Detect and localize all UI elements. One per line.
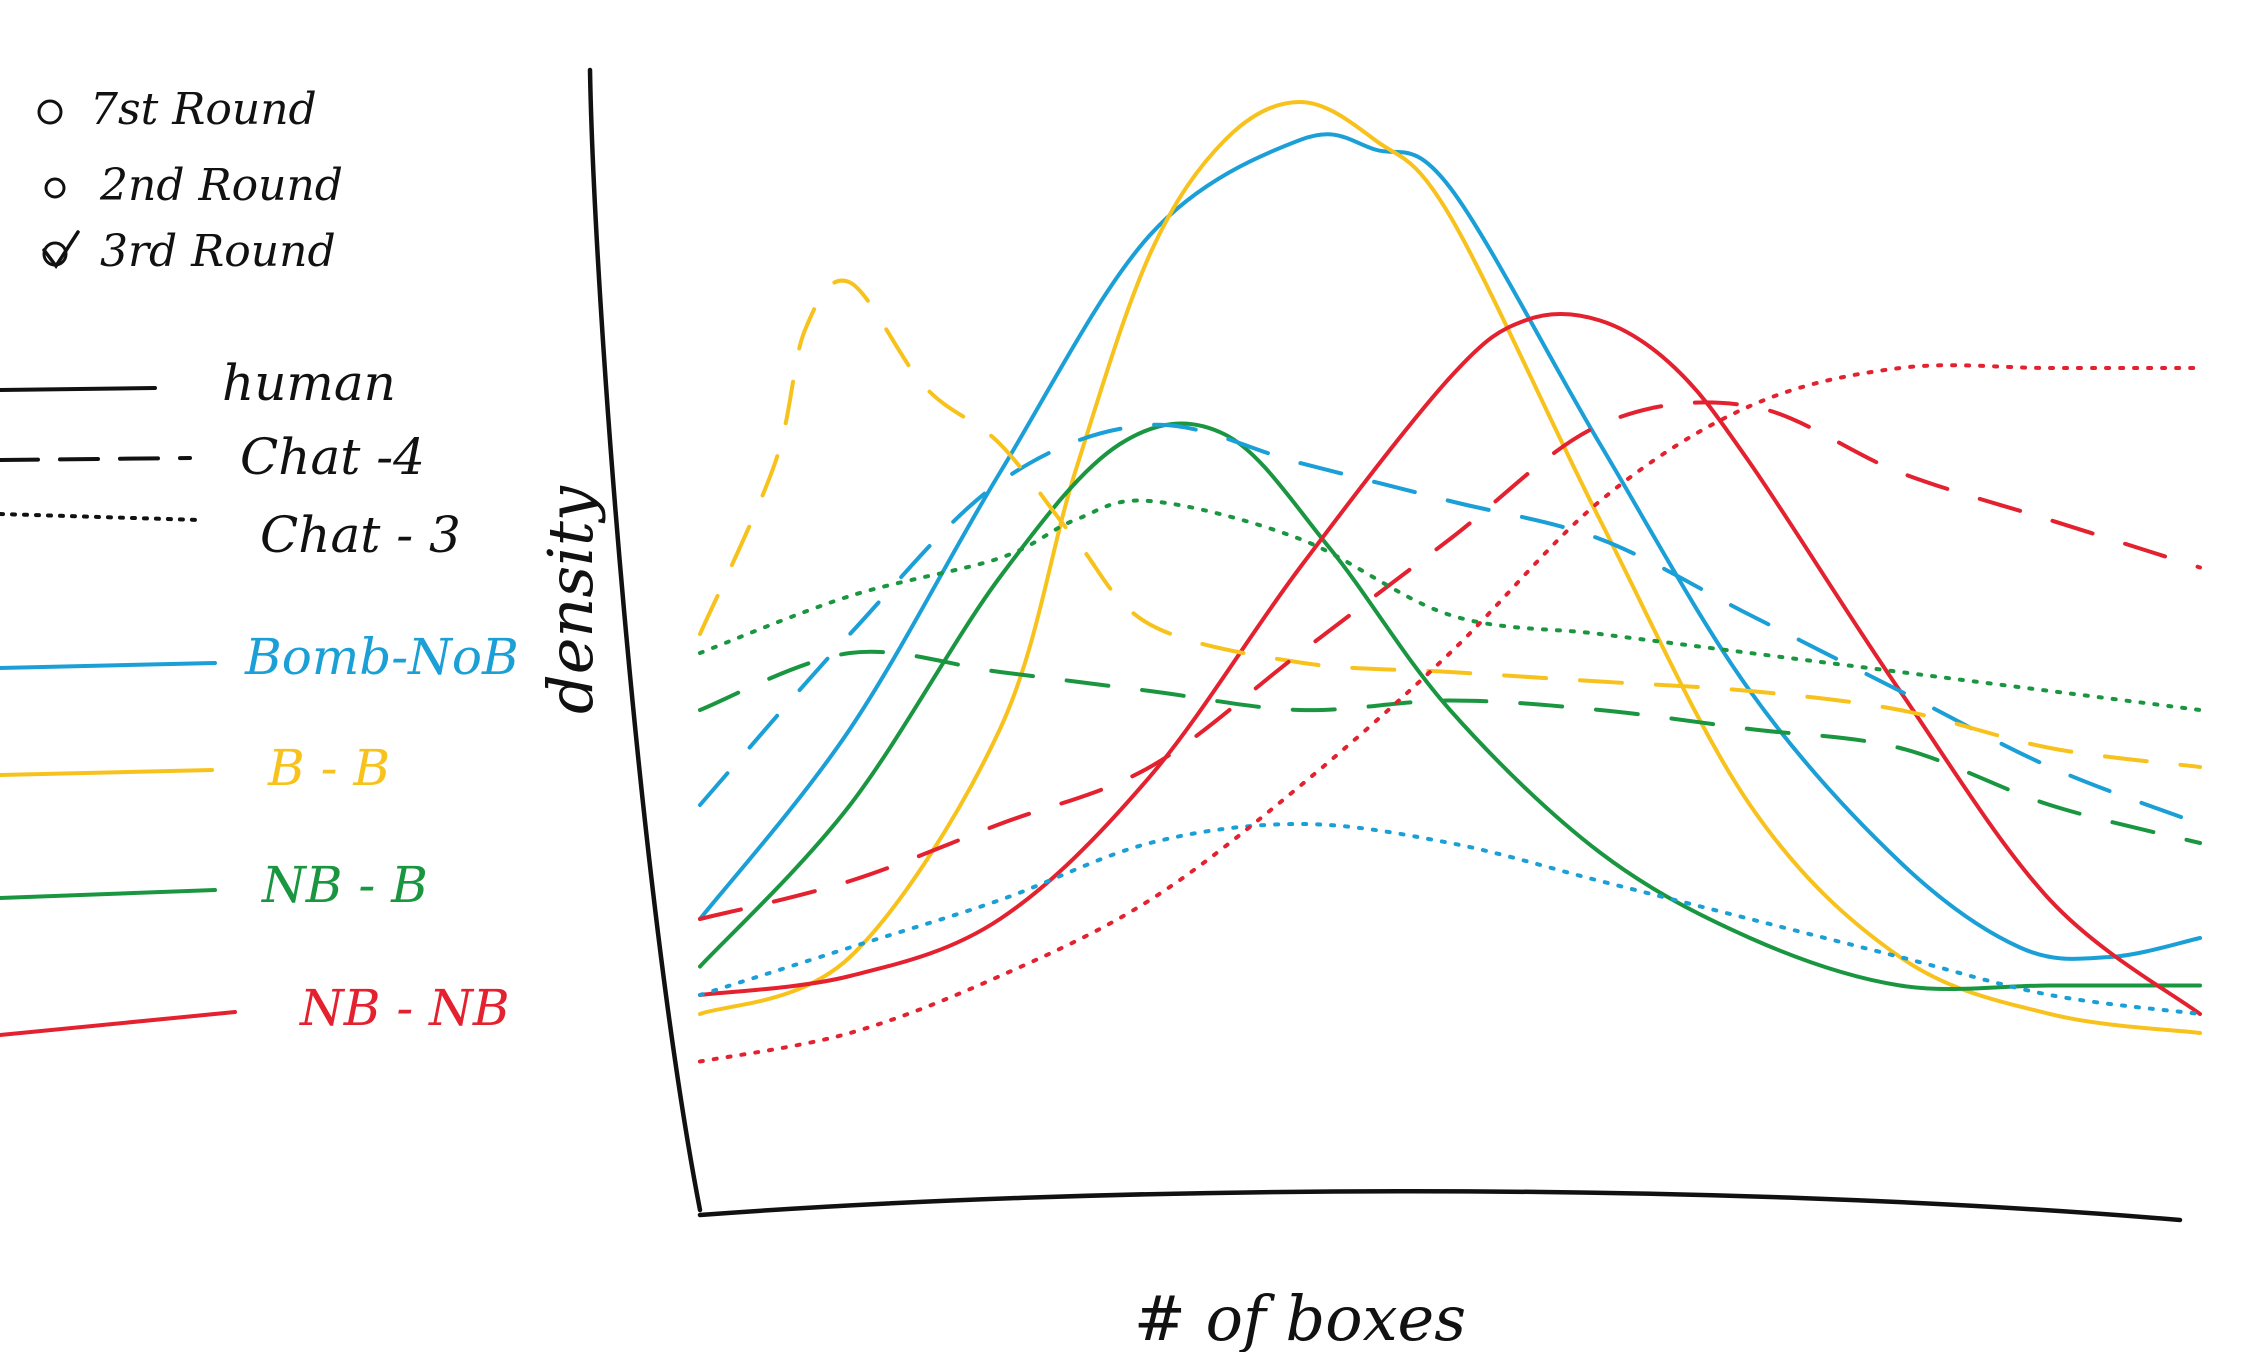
- legend-b-b-label: B - B: [267, 739, 390, 797]
- round-3-label: 3rd Round: [100, 226, 336, 277]
- y-axis-line: [587, 67, 703, 1213]
- rounds-legend: 7st Round 2nd Round 3rd Round: [37, 84, 343, 277]
- y-axis-label: density: [534, 485, 607, 714]
- legend-chat3-swatch: [0, 512, 202, 522]
- series-bomb-nb-chat3: [698, 822, 2202, 1016]
- checkmark-icon: [42, 230, 80, 270]
- legend-nb-b-label: NB - B: [261, 856, 428, 914]
- x-axis-line: [697, 1189, 2183, 1223]
- legend-chat3-label: Chat - 3: [260, 506, 461, 564]
- axes: density # of boxes: [534, 67, 2183, 1352]
- legend-nb-b-swatch: [0, 888, 217, 900]
- series-nb-b-human: [698, 421, 2202, 991]
- legend-human-swatch: [0, 386, 157, 392]
- round-1-marker: [37, 99, 63, 125]
- legend-chat4-label: Chat -4: [240, 428, 425, 486]
- series-nb-b-chat3: [698, 498, 2202, 712]
- round-2-marker: [44, 177, 66, 199]
- legend-b-b-swatch: [0, 768, 214, 777]
- series-bomb-nb-human: [698, 132, 2202, 961]
- legend-human-label: human: [222, 354, 396, 412]
- round-2-label: 2nd Round: [99, 160, 343, 211]
- series-nb-nb-chat4: [698, 400, 2202, 921]
- series-nb-nb-chat3: [698, 363, 2202, 1064]
- series-nb-nb-human: [698, 311, 2202, 1016]
- condition-legend: Bomb-NoB B - B NB - B NB - NB: [0, 628, 519, 1037]
- legend-nb-nb-label: NB - NB: [299, 979, 510, 1037]
- series-b-b-chat4: [698, 278, 2202, 769]
- series-b-b-human: [698, 100, 2202, 1035]
- legend-chat4-swatch: [0, 456, 192, 462]
- legend-bomb-nb-swatch: [0, 661, 217, 670]
- legend-bomb-nb-label: Bomb-NoB: [244, 628, 519, 686]
- series-nb-b-chat4: [698, 649, 2202, 845]
- legend-nb-nb-swatch: [0, 1010, 237, 1037]
- series-bomb-nb-chat4: [698, 422, 2202, 826]
- plot-area: [698, 100, 2202, 1064]
- x-axis-label: # of boxes: [1134, 1282, 1466, 1352]
- style-legend: human Chat -4 Chat - 3: [0, 354, 461, 564]
- round-1-label: 7st Round: [90, 84, 317, 135]
